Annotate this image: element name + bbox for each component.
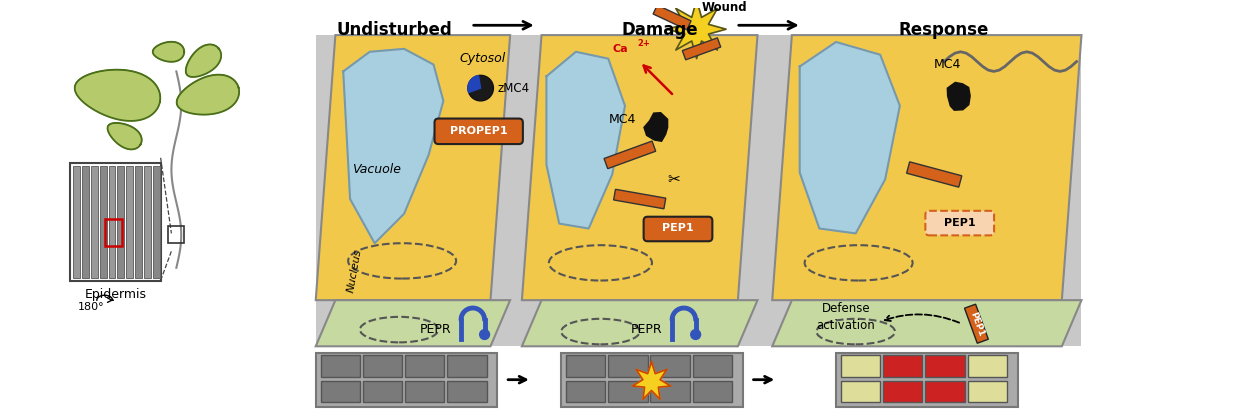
Text: PEP1: PEP1 <box>944 218 975 228</box>
Text: zMC4: zMC4 <box>498 82 530 94</box>
Polygon shape <box>107 123 142 149</box>
Bar <box>135 166 142 277</box>
Polygon shape <box>186 45 221 77</box>
Bar <box>693 355 732 377</box>
Bar <box>566 355 605 377</box>
Polygon shape <box>682 38 721 60</box>
Polygon shape <box>468 76 480 92</box>
Bar <box>363 355 402 377</box>
Bar <box>448 381 486 402</box>
Bar <box>883 381 923 402</box>
Text: PEP1: PEP1 <box>968 310 985 337</box>
Polygon shape <box>522 300 757 346</box>
Bar <box>91 166 97 277</box>
Bar <box>143 166 151 277</box>
Text: Damage: Damage <box>621 21 697 40</box>
Bar <box>609 381 647 402</box>
Polygon shape <box>604 141 656 168</box>
Text: 2+: 2+ <box>637 39 651 48</box>
Text: Nucleus: Nucleus <box>347 248 364 293</box>
Bar <box>609 355 647 377</box>
Bar <box>561 353 743 407</box>
Polygon shape <box>315 300 510 346</box>
Polygon shape <box>799 42 900 233</box>
Polygon shape <box>153 42 185 62</box>
Bar <box>315 353 498 407</box>
FancyBboxPatch shape <box>643 217 712 241</box>
Bar <box>925 381 965 402</box>
Text: Wound: Wound <box>702 2 747 15</box>
Bar <box>835 353 1018 407</box>
Polygon shape <box>964 304 989 343</box>
Bar <box>363 381 402 402</box>
Text: Cytosol: Cytosol <box>459 52 506 65</box>
Polygon shape <box>614 189 666 209</box>
Bar <box>74 166 80 277</box>
Text: PEPR: PEPR <box>631 323 662 336</box>
Bar <box>108 166 116 277</box>
Polygon shape <box>632 362 671 399</box>
Bar <box>405 355 444 377</box>
Bar <box>153 166 160 277</box>
Bar <box>168 225 185 243</box>
Text: Vacuole: Vacuole <box>352 163 402 176</box>
Bar <box>883 355 923 377</box>
Circle shape <box>480 329 490 339</box>
Bar <box>566 381 605 402</box>
Circle shape <box>691 329 701 339</box>
Bar <box>968 381 1006 402</box>
Circle shape <box>468 75 494 101</box>
Text: Undisturbed: Undisturbed <box>337 21 453 40</box>
Text: PEP1: PEP1 <box>662 223 693 233</box>
Polygon shape <box>522 35 757 300</box>
Bar <box>117 166 125 277</box>
Polygon shape <box>343 49 444 243</box>
Bar <box>968 355 1006 377</box>
Text: MC4: MC4 <box>609 113 636 126</box>
Polygon shape <box>772 35 1081 300</box>
Bar <box>448 355 486 377</box>
Polygon shape <box>546 52 625 228</box>
Polygon shape <box>177 74 239 114</box>
Polygon shape <box>75 70 161 121</box>
Bar <box>315 35 1081 346</box>
Text: Defense
activation: Defense activation <box>817 302 875 332</box>
Bar <box>693 381 732 402</box>
Bar <box>405 381 444 402</box>
Bar <box>840 381 880 402</box>
Polygon shape <box>667 0 726 59</box>
FancyBboxPatch shape <box>925 211 994 235</box>
Bar <box>651 355 690 377</box>
Text: Epidermis: Epidermis <box>85 288 146 301</box>
Bar <box>70 163 161 280</box>
Bar <box>100 166 107 277</box>
Text: ✂: ✂ <box>667 172 681 187</box>
Polygon shape <box>948 82 970 110</box>
Bar <box>925 355 965 377</box>
FancyBboxPatch shape <box>434 119 522 144</box>
Polygon shape <box>643 113 667 141</box>
Text: 180°: 180° <box>79 302 105 312</box>
Polygon shape <box>653 5 691 30</box>
Text: PEPR: PEPR <box>420 323 451 336</box>
Bar <box>320 381 360 402</box>
Bar <box>126 166 133 277</box>
Bar <box>105 219 122 246</box>
Bar <box>82 166 89 277</box>
Text: MC4: MC4 <box>933 58 960 72</box>
Text: PROPEP1: PROPEP1 <box>450 126 508 136</box>
Bar <box>840 355 880 377</box>
Bar <box>651 381 690 402</box>
Polygon shape <box>772 300 1081 346</box>
Text: Ca: Ca <box>612 44 628 54</box>
Bar <box>320 355 360 377</box>
Polygon shape <box>907 162 961 187</box>
Polygon shape <box>315 35 510 300</box>
Text: Response: Response <box>899 21 989 40</box>
